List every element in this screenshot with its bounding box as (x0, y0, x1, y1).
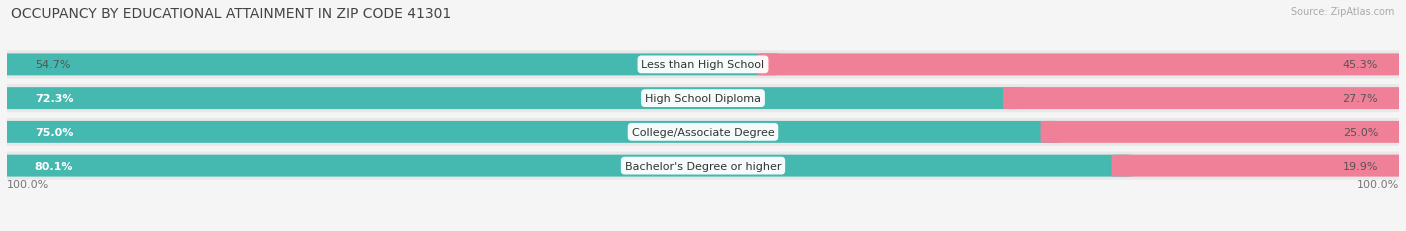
Text: Source: ZipAtlas.com: Source: ZipAtlas.com (1291, 7, 1395, 17)
FancyBboxPatch shape (1112, 155, 1406, 177)
FancyBboxPatch shape (0, 155, 1132, 177)
FancyBboxPatch shape (0, 54, 779, 76)
FancyBboxPatch shape (0, 51, 1406, 79)
Text: 19.9%: 19.9% (1343, 161, 1378, 171)
Text: 72.3%: 72.3% (35, 94, 73, 104)
Text: Bachelor's Degree or higher: Bachelor's Degree or higher (624, 161, 782, 171)
Text: OCCUPANCY BY EDUCATIONAL ATTAINMENT IN ZIP CODE 41301: OCCUPANCY BY EDUCATIONAL ATTAINMENT IN Z… (11, 7, 451, 21)
FancyBboxPatch shape (0, 88, 1024, 110)
Text: 100.0%: 100.0% (7, 179, 49, 189)
Text: 100.0%: 100.0% (1357, 179, 1399, 189)
Text: High School Diploma: High School Diploma (645, 94, 761, 104)
Text: 80.1%: 80.1% (35, 161, 73, 171)
FancyBboxPatch shape (0, 121, 1062, 143)
Text: Less than High School: Less than High School (641, 60, 765, 70)
FancyBboxPatch shape (1002, 88, 1406, 110)
Text: 54.7%: 54.7% (35, 60, 70, 70)
Text: 75.0%: 75.0% (35, 127, 73, 137)
FancyBboxPatch shape (0, 85, 1406, 113)
FancyBboxPatch shape (758, 54, 1406, 76)
Text: 45.3%: 45.3% (1343, 60, 1378, 70)
FancyBboxPatch shape (0, 118, 1406, 146)
FancyBboxPatch shape (0, 152, 1406, 180)
FancyBboxPatch shape (1040, 121, 1406, 143)
Text: 27.7%: 27.7% (1343, 94, 1378, 104)
Text: 25.0%: 25.0% (1343, 127, 1378, 137)
Text: College/Associate Degree: College/Associate Degree (631, 127, 775, 137)
